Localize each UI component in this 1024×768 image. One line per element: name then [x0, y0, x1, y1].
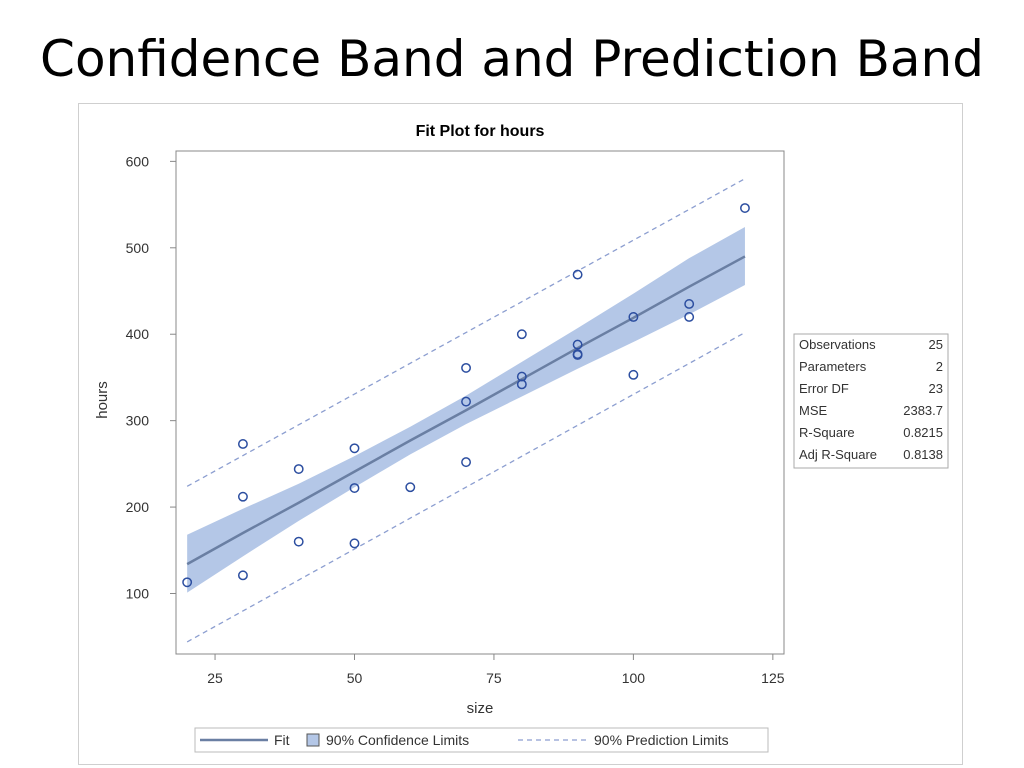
legend-fit-label: Fit: [274, 732, 290, 748]
data-point: [628, 311, 639, 322]
slide-title: Confidence Band and Prediction Band: [40, 30, 984, 88]
legend-confidence-label: 90% Confidence Limits: [326, 732, 469, 748]
fit-statistic-value: 25: [929, 337, 943, 352]
points-layer: [182, 203, 750, 588]
plot-area-frame: [175, 150, 785, 655]
bands-layer: [186, 178, 746, 643]
data-point: [516, 329, 527, 340]
y-tick-label: 100: [126, 586, 150, 602]
x-tick-label: 50: [347, 670, 363, 686]
data-point: [349, 538, 360, 549]
axes-layer: 25 50 75 100 125 100 200 300 400 500 600: [126, 153, 785, 686]
y-tick-label: 300: [126, 413, 150, 429]
data-point: [293, 464, 304, 474]
data-point: [628, 369, 639, 380]
data-point: [572, 339, 583, 350]
x-tick-label: 25: [207, 670, 223, 686]
data-point: [182, 577, 193, 588]
data-point: [740, 203, 750, 213]
data-point: [349, 483, 360, 494]
chart-title: Fit Plot for hours: [416, 123, 545, 140]
data-point: [237, 439, 248, 449]
fit-statistic-value: 23: [929, 381, 943, 396]
data-point: [237, 570, 248, 581]
legend-confidence-swatch: [306, 733, 320, 747]
legend-frame: [194, 727, 769, 753]
data-point: [572, 350, 583, 360]
data-point: [293, 536, 304, 547]
fit-statistic-value: 0.8138: [903, 447, 943, 462]
fit-statistic-label: Parameters: [799, 359, 867, 374]
fit-statistic-value: 0.8215: [903, 425, 943, 440]
prediction-lower-line: [186, 331, 746, 643]
fit-line: [186, 255, 746, 566]
fit-statistics-box: Observations 25 Parameters 2 Error DF 23 MSE 23…: [793, 333, 949, 469]
fit-statistic-label: Error DF: [799, 381, 849, 396]
y-tick-label: 400: [126, 326, 150, 342]
data-point: [516, 379, 527, 390]
data-point: [405, 482, 416, 493]
x-tick-label: 75: [486, 670, 502, 686]
y-tick-label: 200: [126, 499, 150, 515]
legend: Fit 90% Confidence Limits 90% Prediction L…: [194, 727, 769, 753]
fit-statistics-frame: [793, 333, 949, 469]
x-axis-title: size: [467, 700, 494, 717]
fit-statistic-label: MSE: [799, 403, 828, 418]
y-tick-label: 500: [126, 240, 150, 256]
data-point: [684, 299, 695, 309]
x-tick-label: 125: [761, 670, 785, 686]
data-point: [461, 362, 472, 373]
fit-statistic-label: R-Square: [799, 425, 855, 440]
legend-prediction-label: 90% Prediction Limits: [594, 732, 729, 748]
data-point: [237, 491, 248, 502]
data-point: [461, 396, 472, 407]
data-point: [461, 457, 472, 468]
fit-statistic-label: Adj R-Square: [799, 447, 877, 462]
data-point: [684, 311, 695, 322]
fit-statistic-value: 2: [936, 359, 943, 374]
prediction-upper-line: [186, 178, 746, 487]
y-tick-label: 600: [126, 153, 150, 169]
fit-statistic-value: 2383.7: [903, 403, 943, 418]
y-axis-title: hours: [94, 381, 111, 419]
x-tick-label: 100: [622, 670, 646, 686]
fit-statistic-label: Observations: [799, 337, 876, 352]
data-point: [572, 269, 583, 280]
data-point: [349, 443, 360, 454]
